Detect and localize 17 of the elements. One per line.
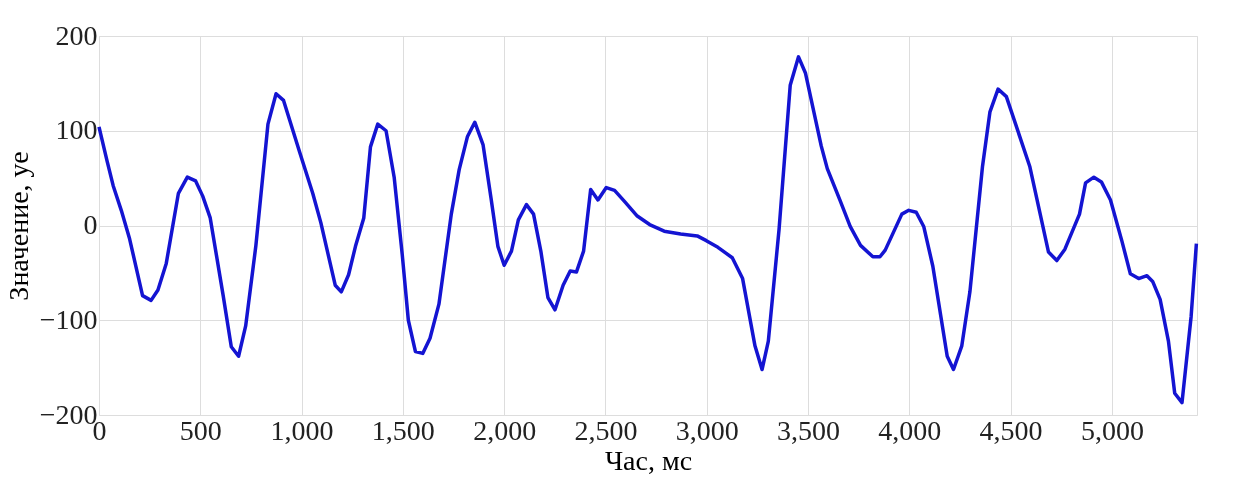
x-axis-title: Час, мс — [604, 444, 693, 476]
x-tick-label: 3,000 — [675, 414, 739, 446]
x-tick-label: 5,000 — [1080, 414, 1144, 446]
x-tick-label: 1,000 — [270, 414, 334, 446]
line-series — [97, 55, 1199, 405]
x-tick-label: 1,500 — [371, 414, 435, 446]
x-tick-label: 2,500 — [574, 414, 638, 446]
x-tick-label: 4,000 — [878, 414, 942, 446]
y-tick-label: 100 — [55, 114, 98, 146]
y-tick-label: 0 — [83, 209, 98, 240]
x-tick-label: 3,500 — [777, 414, 841, 446]
x-tick-label: 2,000 — [473, 414, 537, 446]
y-tick-label: 200 — [55, 19, 98, 51]
x-tick-label: 4,500 — [979, 414, 1043, 446]
x-tick-label: 500 — [179, 414, 222, 446]
y-tick-label: −100 — [39, 303, 98, 335]
y-axis-title: Значение, уе — [2, 151, 34, 301]
